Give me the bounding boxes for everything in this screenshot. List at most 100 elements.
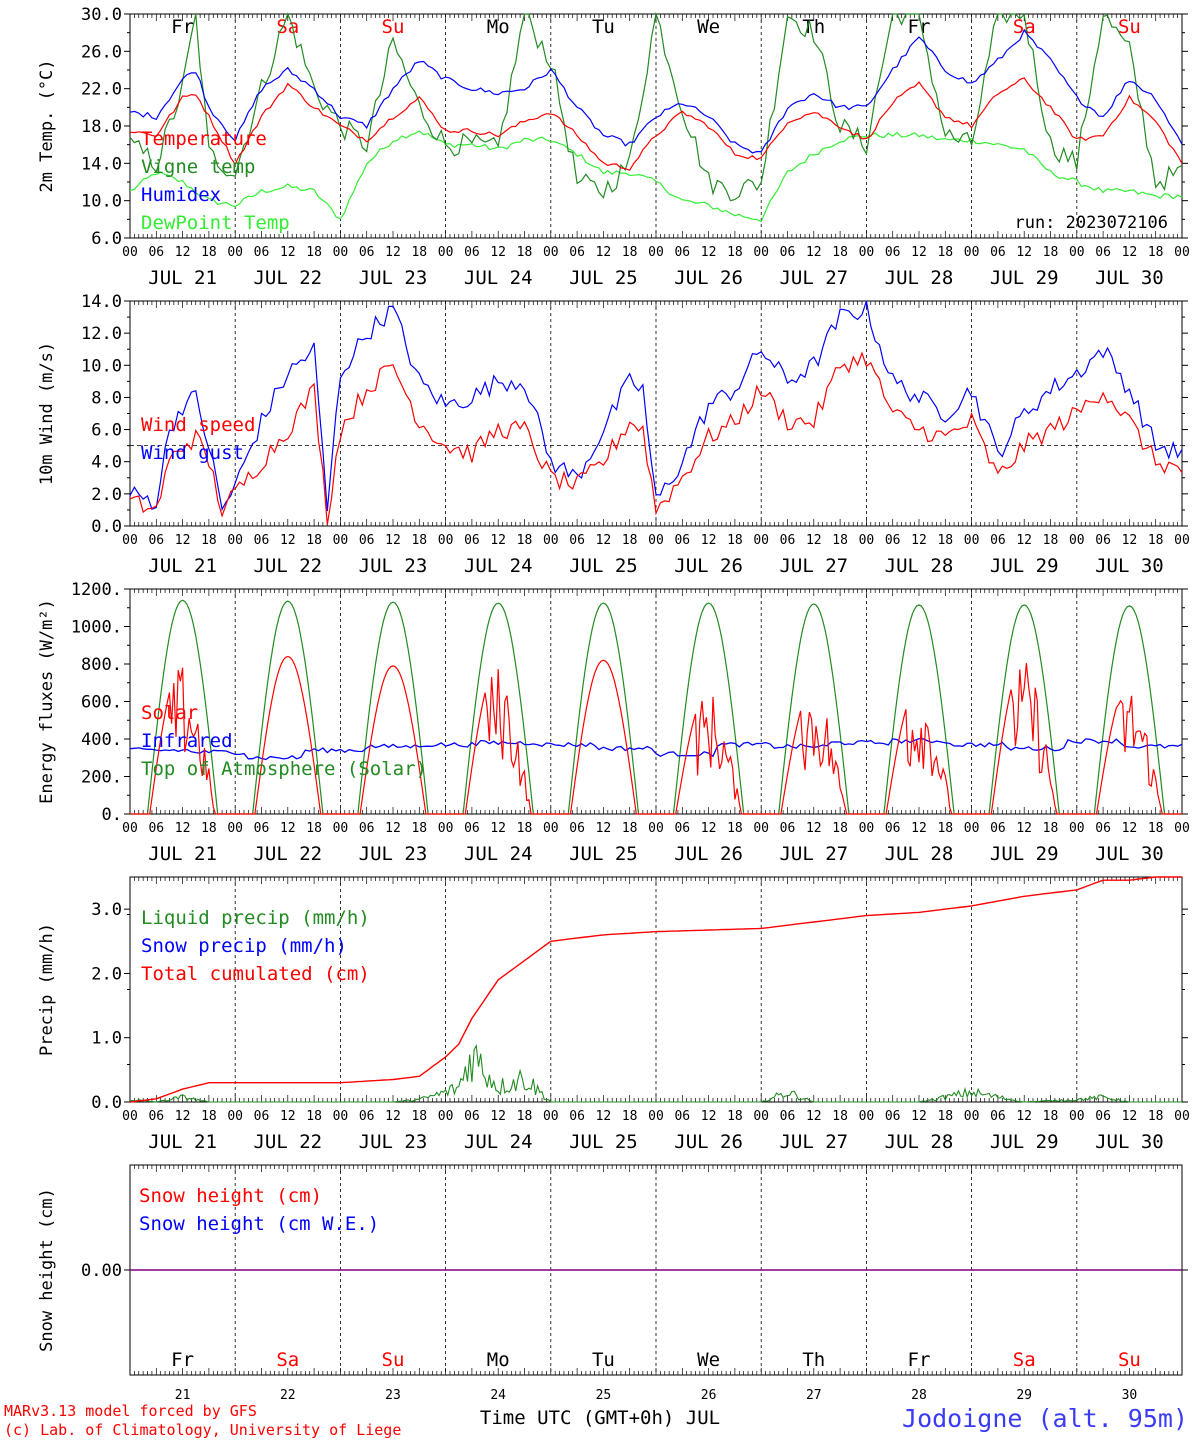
hour-label: 18 [832, 1109, 848, 1124]
y-tick-label: 0.0 [91, 1093, 122, 1113]
legend-entry: Wind speed [141, 414, 255, 436]
weekday-label: Sa [1013, 1349, 1036, 1371]
hour-label: 18 [306, 1109, 322, 1124]
hour-label: 00 [753, 821, 769, 836]
hour-label: 00 [543, 821, 559, 836]
hour-label: 00 [648, 1109, 664, 1124]
y-tick-label: 1.0 [91, 1029, 122, 1049]
weekday-label: Tu [592, 1349, 615, 1371]
y-tick-label: 22.0 [81, 80, 122, 100]
date-label: JUL 24 [464, 555, 533, 577]
hour-label: 06 [990, 1109, 1006, 1124]
hour-label: 00 [333, 1109, 349, 1124]
weekday-label: Mo [487, 1349, 510, 1371]
hour-label: 12 [1016, 1109, 1032, 1124]
date-label: JUL 28 [885, 555, 954, 577]
hour-label: 12 [701, 821, 717, 836]
date-label: JUL 26 [674, 555, 743, 577]
hour-label: 18 [937, 1109, 953, 1124]
y-axis-title: Energy fluxes (W/m²) [37, 599, 57, 804]
hour-label: 18 [727, 533, 743, 548]
hour-label: 00 [438, 821, 454, 836]
date-label: JUL 30 [1095, 1131, 1164, 1153]
hour-label: 18 [1043, 533, 1059, 548]
date-label: JUL 23 [359, 555, 428, 577]
date-label: JUL 24 [464, 267, 533, 289]
hour-label: 12 [1122, 533, 1138, 548]
y-tick-label: 0. [102, 805, 122, 825]
date-label: JUL 23 [359, 1131, 428, 1153]
weekday-label: Th [802, 1349, 825, 1371]
hour-label: 18 [411, 533, 427, 548]
hour-label: 00 [333, 821, 349, 836]
hour-label: 00 [859, 821, 875, 836]
y-tick-label: 8.0 [91, 388, 122, 408]
hour-label: 00 [122, 1109, 138, 1124]
date-label: JUL 27 [779, 843, 848, 865]
weekday-label: Su [382, 1349, 405, 1371]
legend-entry: Vigne temp [141, 156, 255, 178]
y-tick-label: 6.0 [91, 229, 122, 249]
hour-label: 12 [911, 245, 927, 260]
hour-label: 06 [1095, 245, 1111, 260]
hour-label: 00 [227, 821, 243, 836]
hour-label: 00 [1174, 1109, 1190, 1124]
hour-label: 06 [359, 1109, 375, 1124]
hour-label: 12 [490, 1109, 506, 1124]
panel-1: 00 06 12 18 JUL 21 00 06 12 18 JUL 22 00 06 12 18 JUL … [122, 13, 1190, 289]
hour-label: 18 [306, 245, 322, 260]
hour-label: 18 [622, 245, 638, 260]
legend-entry: Liquid precip (mm/h) [141, 907, 370, 929]
hour-label: 00 [438, 245, 454, 260]
y-tick-label: 800. [81, 655, 122, 675]
hour-label: 06 [990, 821, 1006, 836]
lab-credit: (c) Lab. of Climatology, University of L… [4, 1421, 401, 1439]
hour-label: 00 [543, 1109, 559, 1124]
hour-label: 18 [517, 245, 533, 260]
series-line-vigne-temp [129, 11, 1183, 202]
hour-label: 00 [859, 245, 875, 260]
hour-label: 00 [648, 245, 664, 260]
legend-entry: Humidex [141, 184, 221, 206]
hour-label: 18 [622, 821, 638, 836]
hour-label: 06 [990, 245, 1006, 260]
hour-label: 06 [254, 1109, 270, 1124]
date-label: JUL 30 [1095, 555, 1164, 577]
date-label: JUL 23 [359, 843, 428, 865]
date-label: JUL 28 [885, 843, 954, 865]
series-line-wind-gust [129, 300, 1183, 512]
date-label: JUL 21 [148, 1131, 217, 1153]
hour-label: 18 [1148, 821, 1164, 836]
date-label: JUL 28 [885, 1131, 954, 1153]
weekday-label: Fr [908, 1349, 931, 1371]
series-line-temperature [129, 77, 1183, 171]
hour-label: 12 [175, 533, 191, 548]
hour-label: 06 [254, 533, 270, 548]
weekday-label: Sa [276, 16, 299, 38]
hour-label: 00 [333, 245, 349, 260]
date-label: JUL 27 [779, 267, 848, 289]
legend-entry: Snow height (cm) [139, 1185, 322, 1207]
series-line-infrared [129, 738, 1183, 761]
hour-label: 18 [201, 1109, 217, 1124]
date-label: JUL 25 [569, 555, 638, 577]
hour-label: 06 [359, 533, 375, 548]
date-label: JUL 29 [990, 267, 1059, 289]
hour-label: 06 [464, 533, 480, 548]
hour-label: 06 [464, 821, 480, 836]
hour-label: 06 [148, 1109, 164, 1124]
date-label: JUL 29 [990, 555, 1059, 577]
hour-label: 00 [227, 1109, 243, 1124]
hour-label: 18 [411, 821, 427, 836]
day-number-label: 27 [806, 1388, 822, 1403]
hour-label: 18 [1148, 533, 1164, 548]
date-label: JUL 28 [885, 267, 954, 289]
hour-label: 18 [937, 533, 953, 548]
hour-label: 00 [964, 245, 980, 260]
panel-3: 00 06 12 18 JUL 21 00 06 12 18 JUL 22 00 06 12 18 JUL … [122, 588, 1190, 865]
date-label: JUL 27 [779, 555, 848, 577]
hour-label: 18 [1043, 821, 1059, 836]
y-tick-label: 26.0 [81, 42, 122, 62]
legend-entry: Wind gust [141, 442, 244, 464]
panel-4: 00 06 12 18 JUL 21 00 06 12 18 JUL 22 00 06 12 18 JUL … [122, 876, 1190, 1153]
